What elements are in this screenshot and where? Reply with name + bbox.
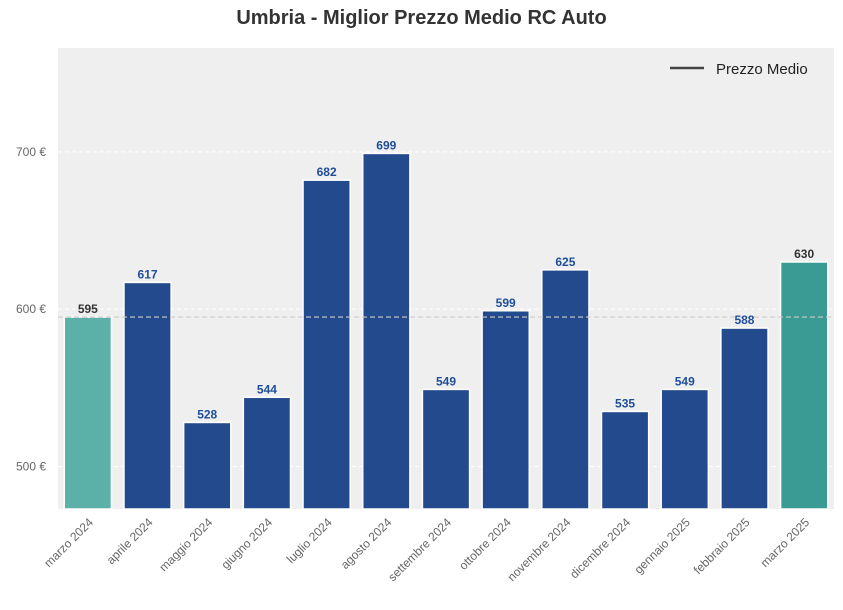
bar: [779, 261, 829, 510]
x-tick-label: giugno 2024: [218, 515, 275, 572]
bar-value-label: 682: [317, 165, 337, 179]
x-tick-label: maggio 2024: [156, 515, 215, 574]
y-tick-label: 700 €: [16, 145, 46, 159]
bar-value-label: 617: [138, 267, 158, 281]
bar: [242, 396, 292, 510]
bar-value-label: 595: [78, 302, 98, 316]
x-tick-label: luglio 2024: [284, 515, 335, 566]
x-tick-label: ottobre 2024: [456, 515, 514, 573]
bars: [63, 152, 829, 510]
x-tick-label: novembre 2024: [505, 515, 574, 584]
bar-value-label: 549: [436, 374, 456, 388]
bar-value-label: 699: [376, 138, 396, 152]
legend-label: Prezzo Medio: [716, 61, 808, 78]
x-tick-label: agosto 2024: [338, 515, 395, 572]
bar: [182, 421, 232, 510]
bar: [481, 310, 531, 510]
bar: [600, 410, 650, 510]
x-tick-label: gennaio 2025: [632, 515, 694, 577]
chart-title: Umbria - Miglior Prezzo Medio RC Auto: [236, 7, 607, 29]
bar: [123, 281, 172, 510]
bar-value-label: 544: [257, 382, 277, 396]
bar: [302, 179, 351, 510]
x-tick-label: dicembre 2024: [567, 515, 633, 581]
legend: Prezzo Medio: [670, 61, 808, 78]
bar-value-label: 599: [496, 296, 516, 310]
y-axis-ticks: 500 € 600 € 700 €: [16, 145, 46, 474]
bar-value-label: 528: [197, 407, 217, 421]
bar: [63, 316, 113, 510]
bar: [660, 388, 710, 510]
bar-value-labels: 595 617 528 544 682 699 549 599 625 535 549 588 630: [78, 138, 815, 421]
bar: [541, 269, 590, 510]
bar-value-label: 630: [794, 247, 814, 261]
x-tick-label: marzo 2024: [41, 515, 96, 570]
bar-value-label: 588: [734, 313, 754, 327]
x-tick-label: settembre 2024: [385, 515, 454, 584]
bar: [361, 152, 411, 510]
bar-value-label: 535: [615, 396, 635, 410]
bar: [421, 388, 471, 510]
x-axis-ticks: marzo 2024 aprile 2024 maggio 2024 giugno 2…: [41, 515, 812, 584]
bar-value-label: 625: [555, 255, 575, 269]
x-tick-label: marzo 2025: [758, 515, 813, 570]
x-tick-label: aprile 2024: [104, 515, 156, 567]
bar: [720, 327, 769, 510]
bar-value-label: 549: [675, 374, 695, 388]
x-tick-label: febbraio 2025: [691, 515, 753, 577]
y-tick-label: 600 €: [16, 302, 46, 316]
y-tick-label: 500 €: [16, 460, 46, 474]
